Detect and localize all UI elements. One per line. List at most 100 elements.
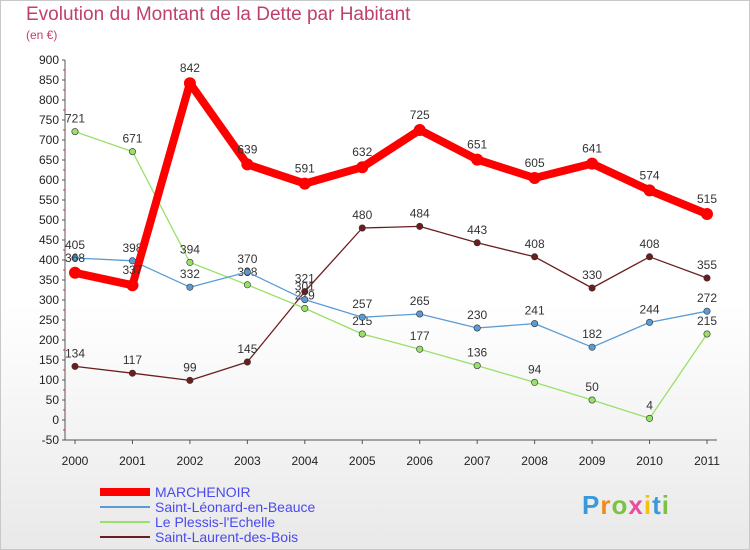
data-label: 330	[582, 268, 602, 282]
y-tick-label: 250	[39, 313, 59, 327]
data-point	[646, 253, 654, 261]
y-tick-label: 900	[39, 53, 59, 67]
data-point	[186, 283, 194, 291]
y-tick-label: 700	[39, 133, 59, 147]
data-label: 443	[467, 223, 487, 237]
data-label: 265	[410, 294, 430, 308]
y-tick-label: 500	[39, 213, 59, 227]
data-label: 177	[410, 329, 430, 343]
data-label: 398	[122, 241, 142, 255]
x-tick-label: 2009	[579, 454, 606, 468]
data-label: 4	[646, 398, 653, 412]
data-point	[703, 307, 711, 315]
data-point	[588, 343, 596, 351]
data-point	[186, 376, 194, 384]
data-point	[69, 266, 81, 279]
x-tick-label: 2006	[406, 454, 433, 468]
y-tick-label: 300	[39, 293, 59, 307]
data-point	[356, 161, 369, 174]
data-label: 408	[640, 237, 660, 251]
y-tick-label: 750	[39, 113, 59, 127]
data-point	[531, 320, 539, 328]
data-point	[128, 369, 136, 377]
x-tick-label: 2011	[694, 454, 720, 468]
data-point	[473, 362, 481, 370]
data-label: 50	[585, 380, 599, 394]
y-tick-label: 600	[39, 173, 59, 187]
chart-title: Evolution du Montant de la Dette par Hab…	[26, 4, 411, 25]
data-point	[701, 208, 713, 220]
y-tick-label: 200	[39, 333, 59, 347]
x-tick-label: 2003	[234, 454, 261, 468]
data-point	[531, 378, 539, 386]
x-tick-label: 2000	[62, 454, 89, 468]
legend-label: Saint-Laurent-des-Bois	[155, 529, 298, 545]
data-label: 94	[528, 362, 542, 376]
data-point	[413, 124, 426, 136]
data-point	[358, 313, 366, 321]
data-point	[298, 177, 311, 190]
x-tick-label: 2002	[177, 454, 204, 468]
data-point	[301, 288, 309, 296]
x-tick-label: 2008	[521, 454, 548, 468]
data-label: 301	[295, 280, 315, 294]
data-label: 370	[237, 252, 257, 266]
data-label: 368	[65, 251, 85, 265]
y-tick-label: 650	[39, 153, 59, 167]
series-line-2	[74, 130, 708, 420]
data-label: 99	[183, 360, 197, 374]
y-tick-label: 100	[39, 373, 59, 387]
legend-label: Saint-Léonard-en-Beauce	[155, 499, 316, 515]
data-label: 134	[65, 346, 85, 360]
data-label: 671	[122, 132, 142, 146]
y-tick-label: 550	[39, 193, 59, 207]
data-point	[473, 324, 481, 332]
data-label: 145	[237, 342, 257, 356]
series-line-0	[74, 79, 709, 290]
data-label: 257	[352, 297, 372, 311]
data-label: 515	[697, 192, 717, 206]
data-label: 405	[65, 238, 85, 252]
data-label: 574	[640, 168, 660, 182]
y-tick-label: 400	[39, 253, 59, 267]
y-tick-label: 50	[46, 393, 60, 407]
data-label: 136	[467, 346, 487, 360]
x-tick-label: 2001	[119, 454, 146, 468]
data-point	[703, 330, 711, 338]
data-point	[643, 184, 656, 197]
data-point	[416, 345, 424, 353]
y-tick-label: 0	[52, 413, 59, 427]
data-point	[703, 274, 711, 282]
data-label: 394	[180, 242, 200, 256]
data-point	[301, 304, 309, 312]
legend-label: Le Plessis-l'Echelle	[155, 514, 275, 530]
data-label: 632	[352, 145, 372, 159]
data-label: 332	[180, 267, 200, 281]
data-label: 484	[410, 206, 430, 220]
data-label: 725	[410, 108, 430, 122]
data-point	[471, 153, 484, 166]
data-point	[243, 358, 251, 366]
data-point	[473, 239, 481, 247]
x-tick-label: 2004	[291, 454, 318, 468]
data-point	[243, 281, 251, 289]
data-label: 639	[237, 142, 257, 156]
data-label: 641	[582, 142, 602, 156]
data-point	[358, 330, 366, 338]
data-label: 605	[525, 156, 545, 170]
data-label: 279	[295, 288, 315, 302]
data-point	[301, 296, 309, 304]
data-point	[528, 172, 541, 184]
data-label: 321	[295, 272, 315, 286]
data-label: 230	[467, 308, 487, 322]
data-point	[243, 268, 251, 276]
data-label: 241	[525, 304, 545, 318]
data-label: 355	[697, 258, 717, 272]
data-label: 117	[123, 353, 142, 367]
data-point	[71, 128, 79, 136]
data-point	[183, 77, 196, 90]
data-label: 337	[122, 263, 142, 277]
data-point	[416, 310, 424, 318]
